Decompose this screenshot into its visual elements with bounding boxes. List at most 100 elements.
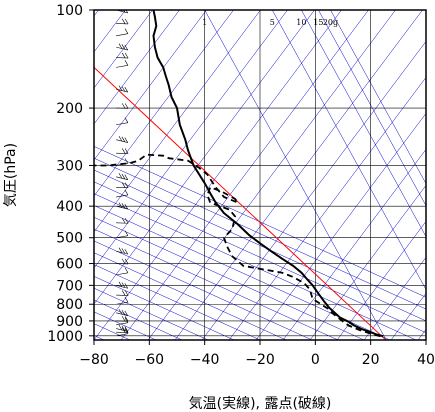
wind-barb-feather xyxy=(124,52,129,59)
wind-barb xyxy=(116,182,129,188)
wind-barbs xyxy=(116,10,129,337)
wind-barb-feather xyxy=(124,297,129,303)
wind-barb-feather xyxy=(124,44,129,51)
isotherm-line xyxy=(94,10,234,197)
x-tick-label: −60 xyxy=(135,352,165,368)
wind-barb xyxy=(116,316,129,322)
wind-barb-feather xyxy=(118,202,123,208)
x-tick-label: −20 xyxy=(245,352,275,368)
isotherm-line xyxy=(94,10,153,89)
wind-barb-shaft xyxy=(116,333,129,337)
wind-barb xyxy=(116,117,129,126)
adiabat-line xyxy=(94,205,391,340)
isotherm-line xyxy=(147,10,396,340)
wind-barb-feather xyxy=(121,18,126,24)
wind-barb-feather xyxy=(124,86,129,93)
adiabat-line xyxy=(94,252,287,340)
adiabat-line xyxy=(94,264,261,340)
profile-lines xyxy=(94,10,384,338)
wind-barb-feather xyxy=(124,28,129,34)
wind-barb-feather xyxy=(121,136,126,142)
adiabat-line xyxy=(94,181,426,334)
wind-barb xyxy=(116,202,129,210)
wind-barb-feather xyxy=(124,189,129,196)
wind-barb xyxy=(116,281,129,289)
wind-barb xyxy=(116,60,129,68)
wind-barb-feather xyxy=(121,217,126,224)
wind-barb-feather xyxy=(121,309,126,316)
mixing-ratio-line xyxy=(318,10,426,207)
wind-barb-feather xyxy=(124,230,129,236)
wind-barb xyxy=(116,173,129,180)
isotherm-line xyxy=(201,40,426,340)
wind-barb-feather xyxy=(121,258,126,265)
wind-barb-feather xyxy=(121,52,126,59)
isotherm-line xyxy=(309,184,426,340)
x-tick-label: 0 xyxy=(311,352,320,368)
wind-barb-feather xyxy=(124,182,129,188)
wind-barb-feather xyxy=(121,327,126,333)
wind-barb-feather xyxy=(118,247,123,253)
wind-barb-feather xyxy=(124,316,129,322)
mixing-ratio-line xyxy=(330,10,426,185)
wind-barb-feather xyxy=(121,282,126,288)
mixing-ratio-labels: 1 5 10 15 20g xyxy=(202,18,338,27)
wind-barb-feather xyxy=(118,135,123,142)
wind-barb-feather xyxy=(124,283,129,289)
wind-barb xyxy=(116,148,129,154)
wind-barb-feather xyxy=(121,44,126,50)
wind-barb-feather xyxy=(124,117,129,123)
adiabat-line xyxy=(94,193,417,340)
wind-barb xyxy=(116,189,129,198)
reference-line xyxy=(94,67,387,340)
isotherm-line xyxy=(94,10,315,305)
y-tick-label: 100 xyxy=(56,3,83,19)
wind-barb-feather xyxy=(118,43,123,49)
mixing-ratio-label: 10 xyxy=(296,18,306,27)
wind-barb-feather xyxy=(121,316,126,322)
wind-barb-feather xyxy=(118,281,123,287)
mixing-ratio-label: 20g xyxy=(323,18,338,27)
mixing-ratio-label: 5 xyxy=(270,18,275,27)
wind-barb-shaft xyxy=(116,322,129,326)
isotherm-line xyxy=(174,10,423,340)
wind-barb-shaft xyxy=(116,64,129,68)
adiabat-line xyxy=(94,157,426,310)
isotherm-line xyxy=(120,10,369,340)
wind-barb-feather xyxy=(124,174,129,180)
wind-barb xyxy=(116,267,129,276)
background-lines xyxy=(94,10,426,340)
wind-barb-feather xyxy=(124,158,129,164)
wind-barb xyxy=(116,230,129,239)
wind-barb-shaft xyxy=(116,194,129,198)
isotherm-line xyxy=(94,10,288,269)
temperature-line xyxy=(152,10,384,338)
wind-barb-shaft xyxy=(116,33,129,37)
x-tick-label: 20 xyxy=(362,352,380,368)
wind-barb xyxy=(116,309,129,317)
y-tick-label: 200 xyxy=(56,101,83,117)
wind-barb xyxy=(116,135,129,143)
wind-barb-feather xyxy=(124,326,129,332)
isotherm-line xyxy=(94,10,180,125)
wind-barb-feather xyxy=(124,218,129,224)
adiabat-line xyxy=(94,240,313,340)
adiabat-line xyxy=(94,146,426,298)
wind-barb xyxy=(116,52,129,59)
isotherm-line xyxy=(94,10,261,233)
wind-barb-feather xyxy=(123,10,126,13)
isotherm-line xyxy=(94,10,342,340)
wind-barb-shaft xyxy=(116,301,129,305)
wind-barb-feather xyxy=(124,267,129,273)
mixing-ratio-label: 15 xyxy=(313,18,323,27)
y-tick-label: 600 xyxy=(56,257,83,273)
isotherm-line xyxy=(363,256,426,340)
adiabat-line xyxy=(94,169,426,322)
wind-barb-feather xyxy=(124,18,129,25)
wind-barb xyxy=(116,258,129,265)
wind-barb xyxy=(116,297,129,305)
wind-barb xyxy=(116,85,129,93)
wind-barb-shaft xyxy=(116,235,129,239)
